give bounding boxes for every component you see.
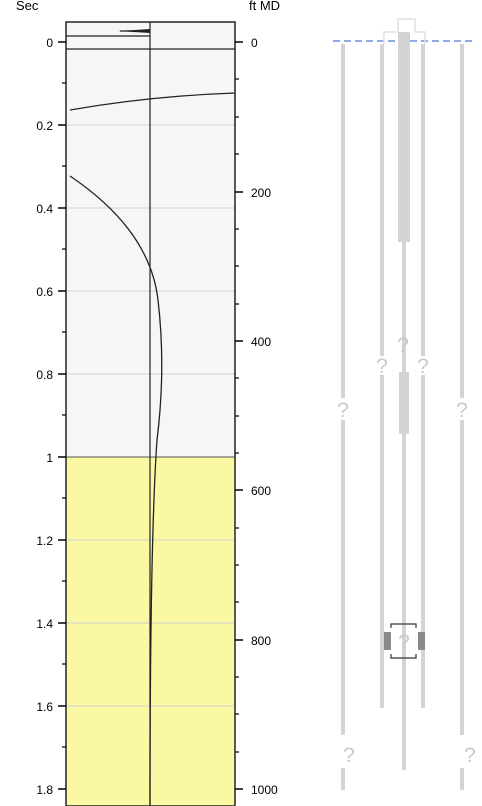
packer-left-element xyxy=(384,632,391,650)
left-tick-label: 1.4 xyxy=(36,617,53,631)
right-tick-label: 200 xyxy=(251,186,271,200)
unknown-marker: ? xyxy=(343,744,355,767)
time-depth-track xyxy=(65,21,236,806)
left-tick-label: 0.4 xyxy=(36,202,53,216)
right-tick-labels: 0 200 400 600 800 1000 xyxy=(251,36,278,797)
right-axis: ft MD 0 200 xyxy=(235,0,280,797)
unknown-marker: ? xyxy=(398,631,410,654)
left-tick-labels: 0 0.2 0.4 0.6 0.8 1 1.2 1.4 1.6 1.8 xyxy=(36,36,53,797)
right-major-ticks xyxy=(235,41,243,790)
well-schematic: ? ? ? ? ? ? ? ? xyxy=(333,18,476,790)
tubing-thick-mid xyxy=(399,372,409,434)
unknown-marker: ? xyxy=(397,334,409,357)
left-major-ticks xyxy=(58,41,66,790)
left-tick-label: 1.8 xyxy=(36,783,53,797)
arrow-marker xyxy=(118,29,150,33)
inner-tubing-upper xyxy=(398,32,410,242)
unknown-marker: ? xyxy=(464,744,476,767)
right-tick-label: 800 xyxy=(251,634,271,648)
left-tick-label: 1 xyxy=(46,451,53,465)
right-tick-label: 1000 xyxy=(251,783,278,797)
velocity-curve xyxy=(69,175,163,806)
left-tick-label: 1.6 xyxy=(36,700,53,714)
inner-casing-strings xyxy=(380,44,425,708)
right-tick-label: 600 xyxy=(251,484,271,498)
left-tick-label: 0.6 xyxy=(36,285,53,299)
left-tick-label: 0.2 xyxy=(36,119,53,133)
left-axis: Sec 0 0.2 0.4 0.6 xyxy=(16,0,66,797)
right-tick-label: 0 xyxy=(251,36,258,50)
packer-right-element xyxy=(418,632,425,650)
right-axis-label: ft MD xyxy=(249,0,280,13)
horizon-lines xyxy=(66,35,236,111)
unknown-markers: ? ? ? ? ? ? ? ? xyxy=(337,334,476,767)
unknown-marker: ? xyxy=(456,399,468,422)
unknown-marker: ? xyxy=(376,355,388,378)
left-tick-label: 0 xyxy=(46,36,53,50)
left-axis-label: Sec xyxy=(16,0,39,13)
left-tick-label: 1.2 xyxy=(36,534,53,548)
outer-casing-strings xyxy=(341,44,464,790)
left-minor-ticks xyxy=(62,82,66,748)
right-minor-ticks xyxy=(235,78,239,753)
wellhead-outline xyxy=(383,18,426,44)
unknown-marker: ? xyxy=(417,355,429,378)
unknown-marker: ? xyxy=(337,399,349,422)
left-tick-label: 0.8 xyxy=(36,368,53,382)
right-tick-label: 400 xyxy=(251,335,271,349)
packer xyxy=(384,623,425,659)
